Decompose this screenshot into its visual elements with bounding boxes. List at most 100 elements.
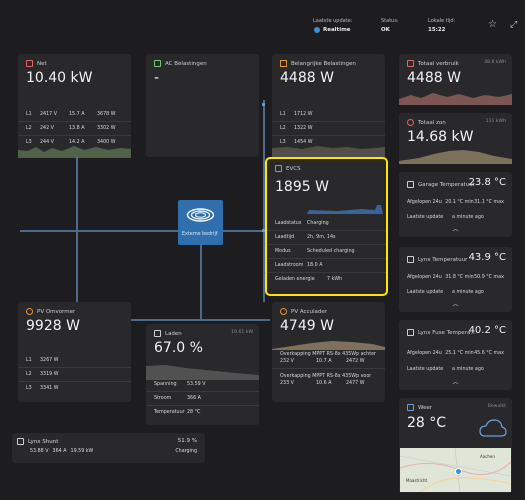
mppt-current: 10.6 A (316, 381, 332, 386)
divider (267, 272, 386, 273)
mppt-name-row: Overkapping MPPT RS-8x 435Wp voor (280, 374, 377, 379)
fuse-r1-key: Afgelopen 24u (407, 351, 442, 356)
fuse-min: 25.1 °C min (445, 351, 474, 356)
shunt-state: Charging (175, 449, 197, 454)
battery-key: Temperatuur (154, 410, 185, 415)
fuse-max: 45.6 °C max (474, 351, 504, 356)
wire-mid (20, 230, 268, 232)
thermometer-icon (407, 329, 414, 336)
evcs-power: 1895 W (275, 179, 329, 195)
inverter-label: Externe bedrijf (182, 232, 218, 237)
essential-phase-row: L2 1322 W (280, 126, 377, 131)
battery-card[interactable]: Laden 19.61 kW 67.0 % Spanning 53.59 V Str… (146, 324, 259, 425)
total-use-sparkline (399, 93, 512, 105)
essential-sparkline (272, 146, 385, 157)
divider (18, 381, 131, 382)
garage-update: a minute ago (452, 215, 484, 220)
phase-power: 3400 W (97, 140, 116, 145)
garage-temp-card[interactable]: Garage Temperatuur 23.8 °C Afgelopen 24u… (399, 172, 512, 237)
evcs-card[interactable]: EVCS 1895 W Laadstatus Charging Laadtijd 2h… (265, 157, 388, 296)
total-use-title: Totaal verbruik (418, 60, 459, 67)
pv-phase-row: L3 3341 W (26, 386, 123, 391)
battery-icon (154, 330, 161, 337)
chevron-up-icon[interactable]: ︿ (452, 379, 459, 386)
local-time-label: Lokale tijd: (428, 18, 456, 24)
pv-charger-card[interactable]: PV Acculader 4749 W Overkapping MPPT RS-… (272, 302, 385, 402)
phase-label: L3 (26, 386, 32, 391)
ac-loads-title: AC Belastingen (165, 60, 207, 67)
inverter-tile[interactable]: Externe bedrijf (178, 200, 223, 245)
weather-card[interactable]: Weer Bewolkt 28 °C Maastricht Aachen (399, 398, 512, 493)
fuse-r2-key: Laatste update (407, 367, 444, 372)
phase-label: L3 (280, 140, 286, 145)
battery-row: Spanning 53.59 V (154, 382, 251, 387)
battery-value: 28 °C (187, 410, 201, 415)
mppt-name: Overkapping MPPT RS-8x 435Wp achter (280, 352, 376, 357)
consumption-icon (407, 60, 414, 67)
evcs-row: Geladen energie 7 kWh (275, 277, 378, 282)
phase-power: 3302 W (97, 126, 116, 131)
mppt-name-row: Overkapping MPPT RS-8x 435Wp achter (280, 352, 377, 357)
weather-map[interactable]: Maastricht Aachen (400, 448, 511, 492)
evcs-value: 18.0 A (307, 263, 323, 268)
evcs-sparkline (307, 205, 383, 214)
garage-max: 31.1 °C max (474, 200, 504, 205)
total-sun-card[interactable]: Totaal zon 131 kWh 14.68 kW (399, 113, 512, 164)
chevron-up-icon[interactable]: ︿ (452, 301, 459, 308)
map-label-1: Aachen (480, 454, 495, 459)
pv-inverter-card[interactable]: PV Omvormer 9928 W L1 3267 W L2 3319 W L3 334… (18, 302, 131, 402)
lynx-fuse-title: Lynx Fuse Tempera… (418, 329, 476, 336)
grid-icon (26, 60, 33, 67)
lynx-shunt-card[interactable]: Lynx Shunt 51.9 % 53.88 V 364 A 19.59 kW… (12, 433, 205, 463)
ac-loads-value: - (154, 70, 160, 86)
total-use-card[interactable]: Totaal verbruik 48.8 kWh 4488 W (399, 54, 512, 105)
phase-voltage: 242 V (40, 126, 54, 131)
star-icon[interactable]: ☆ (488, 19, 497, 30)
evcs-key: Modus (275, 249, 291, 254)
sun-icon (280, 308, 287, 315)
battery-row: Temperatuur 28 °C (154, 410, 251, 415)
chevron-up-icon[interactable]: ︿ (452, 226, 459, 233)
mppt-values-row: 233 V 10.6 A 2477 W (280, 381, 377, 386)
ac-loads-card[interactable]: AC Belastingen - (146, 54, 259, 157)
net-title: Net (37, 60, 47, 67)
phase-power: 3267 W (40, 358, 59, 363)
lynx-max: 50.9 °C max (474, 275, 504, 280)
evcs-row: Laadtijd 2h, 9m, 14s (275, 235, 378, 240)
pv-inv-title: PV Omvormer (37, 308, 76, 315)
divider (267, 244, 386, 245)
local-time-value: 15:22 (428, 27, 446, 33)
divider (146, 391, 259, 392)
expand-icon[interactable]: ⤢ (510, 20, 518, 30)
phase-power: 1322 W (294, 126, 313, 131)
lynx-temp-value: 43.9 °C (468, 252, 506, 263)
weather-meta: Bewolkt (487, 404, 506, 409)
essential-phase-row: L1 1712 W (280, 112, 377, 117)
total-use-meta: 48.8 kWh (484, 60, 506, 65)
lynx-r2-key: Laatste update (407, 290, 444, 295)
phase-label: L1 (26, 112, 32, 117)
net-card[interactable]: Net 10.40 kW L1 2417 V 15.7 A 3678 W L2 242 V… (18, 54, 131, 158)
phase-power: 3319 W (40, 372, 59, 377)
garage-r1-key: Afgelopen 24u (407, 200, 442, 205)
evcs-row: Laadstroom 18.0 A (275, 263, 378, 268)
weather-icon (407, 404, 414, 411)
phase-label: L1 (26, 358, 32, 363)
phase-label: L2 (26, 126, 32, 131)
net-phase-row: L1 2417 V 15.7 A 3678 W (26, 112, 123, 117)
lynx-min: 31.8 °C min (445, 275, 474, 280)
garage-min: 20.1 °C min (445, 200, 474, 205)
phase-power: 1712 W (294, 112, 313, 117)
phase-current: 13.8 A (69, 126, 85, 131)
lynx-temp-card[interactable]: Lynx Temperatuur 43.9 °C Afgelopen 24u 31… (399, 247, 512, 312)
battery-meta: 19.61 kW (231, 330, 253, 335)
total-use-power: 4488 W (407, 70, 461, 86)
evcs-row: Laadstatus Charging (275, 221, 378, 226)
evcs-value: 7 kWh (327, 277, 343, 282)
lynx-fuse-card[interactable]: Lynx Fuse Tempera… 40.2 °C Afgelopen 24u… (399, 320, 512, 390)
battery-key: Stroom (154, 396, 172, 401)
shunt-voltage: 53.88 V (30, 449, 49, 454)
evcs-key: Laadstroom (275, 263, 304, 268)
thermometer-icon (407, 256, 414, 263)
